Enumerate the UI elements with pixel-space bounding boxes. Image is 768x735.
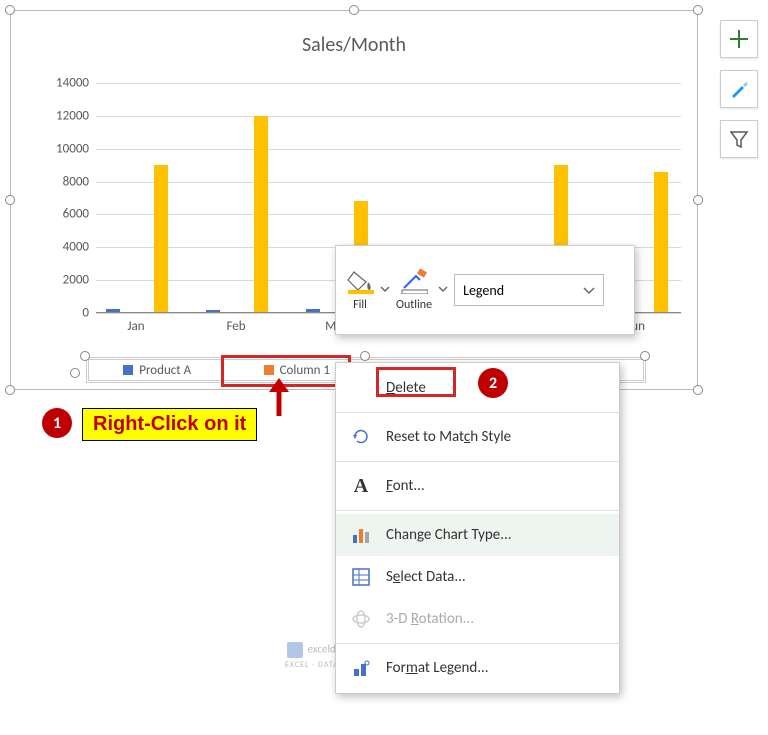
chart-elements-button[interactable] xyxy=(720,20,758,58)
fill-label: Fill xyxy=(353,298,367,312)
chart-type-icon xyxy=(350,524,372,546)
menu-separator xyxy=(336,461,619,462)
selection-handle[interactable] xyxy=(5,195,15,205)
selection-handle[interactable] xyxy=(640,351,650,361)
menu-item-label: Select Data... xyxy=(386,568,466,586)
chart-element-dropdown[interactable]: Legend xyxy=(454,274,604,306)
callout-badge-1: 1 xyxy=(42,408,72,438)
menu-separator xyxy=(336,412,619,413)
menu-item-reset-to-match-style[interactable]: Reset to Match Style xyxy=(336,416,619,458)
context-menu: DeleteReset to Match StyleAFont...Change… xyxy=(335,362,620,694)
plus-icon xyxy=(728,28,750,50)
filter-icon xyxy=(728,128,750,150)
menu-item--d-rotation-: 3-D Rotation... xyxy=(336,598,619,640)
logo-icon xyxy=(285,640,305,660)
legend-item-product-a[interactable]: Product A xyxy=(123,363,191,378)
y-tick-label: 12000 xyxy=(56,108,89,123)
menu-item-change-chart-type-[interactable]: Change Chart Type... xyxy=(336,514,619,556)
y-tick-label: 6000 xyxy=(63,207,89,222)
menu-separator xyxy=(336,643,619,644)
none-icon xyxy=(350,377,372,399)
bar-product-b[interactable] xyxy=(254,116,268,313)
fill-icon xyxy=(346,268,374,294)
chart-styles-button[interactable] xyxy=(720,70,758,108)
selection-handle[interactable] xyxy=(349,5,359,15)
rotate3d-icon xyxy=(350,608,372,630)
menu-item-font-[interactable]: A Font... xyxy=(336,465,619,507)
callout-badge-2: 2 xyxy=(478,368,508,398)
selection-handle[interactable] xyxy=(5,5,15,15)
menu-item-label: Font... xyxy=(386,477,425,495)
y-tick-label: 14000 xyxy=(56,76,89,91)
fill-button[interactable]: Fill xyxy=(346,268,374,312)
menu-item-format-legend-[interactable]: Format Legend... xyxy=(336,647,619,689)
mini-toolbar: Fill Outline Legend xyxy=(335,245,635,335)
legend-label: Product A xyxy=(139,363,191,378)
bar-product-b[interactable] xyxy=(654,172,668,313)
selection-handle[interactable] xyxy=(80,351,90,361)
menu-item-label: Reset to Match Style xyxy=(386,428,511,446)
chevron-down-icon[interactable] xyxy=(438,277,448,303)
selection-handle[interactable] xyxy=(360,351,370,361)
selection-handle[interactable] xyxy=(693,385,703,395)
chevron-down-icon[interactable] xyxy=(380,277,390,303)
callout-text-1: Right-Click on it xyxy=(82,408,257,441)
menu-item-select-data-[interactable]: Select Data... xyxy=(336,556,619,598)
y-tick-label: 8000 xyxy=(63,174,89,189)
callout-highlight-delete xyxy=(376,367,456,397)
chart-filters-button[interactable] xyxy=(720,120,758,158)
y-tick-label: 2000 xyxy=(63,273,89,288)
font-icon: A xyxy=(350,475,372,497)
reset-icon xyxy=(350,426,372,448)
menu-item-label: Change Chart Type... xyxy=(386,526,512,544)
bar-product-b[interactable] xyxy=(154,165,168,313)
callout-arrow-icon xyxy=(267,378,291,418)
y-tick-label: 10000 xyxy=(56,141,89,156)
chart-side-buttons xyxy=(720,20,758,158)
select-data-icon xyxy=(350,566,372,588)
brush-icon xyxy=(728,78,750,100)
chevron-down-icon xyxy=(583,284,595,296)
menu-separator xyxy=(336,510,619,511)
outline-button[interactable]: Outline xyxy=(396,268,432,312)
y-tick-label: 0 xyxy=(82,306,89,321)
outline-icon xyxy=(400,268,428,294)
menu-item-label: Format Legend... xyxy=(386,659,489,677)
selection-handle[interactable] xyxy=(70,368,80,378)
menu-item-label: 3-D Rotation... xyxy=(386,610,474,628)
outline-label: Outline xyxy=(396,298,432,312)
selection-handle[interactable] xyxy=(693,5,703,15)
x-tick-label: Feb xyxy=(226,319,245,334)
chart-title: Sales/Month xyxy=(11,11,697,57)
format-icon xyxy=(350,657,372,679)
selection-handle[interactable] xyxy=(693,195,703,205)
selection-handle[interactable] xyxy=(5,385,15,395)
x-tick-label: Jan xyxy=(127,319,144,334)
y-tick-label: 4000 xyxy=(63,240,89,255)
legend-swatch xyxy=(123,365,133,375)
dropdown-value: Legend xyxy=(463,282,504,299)
